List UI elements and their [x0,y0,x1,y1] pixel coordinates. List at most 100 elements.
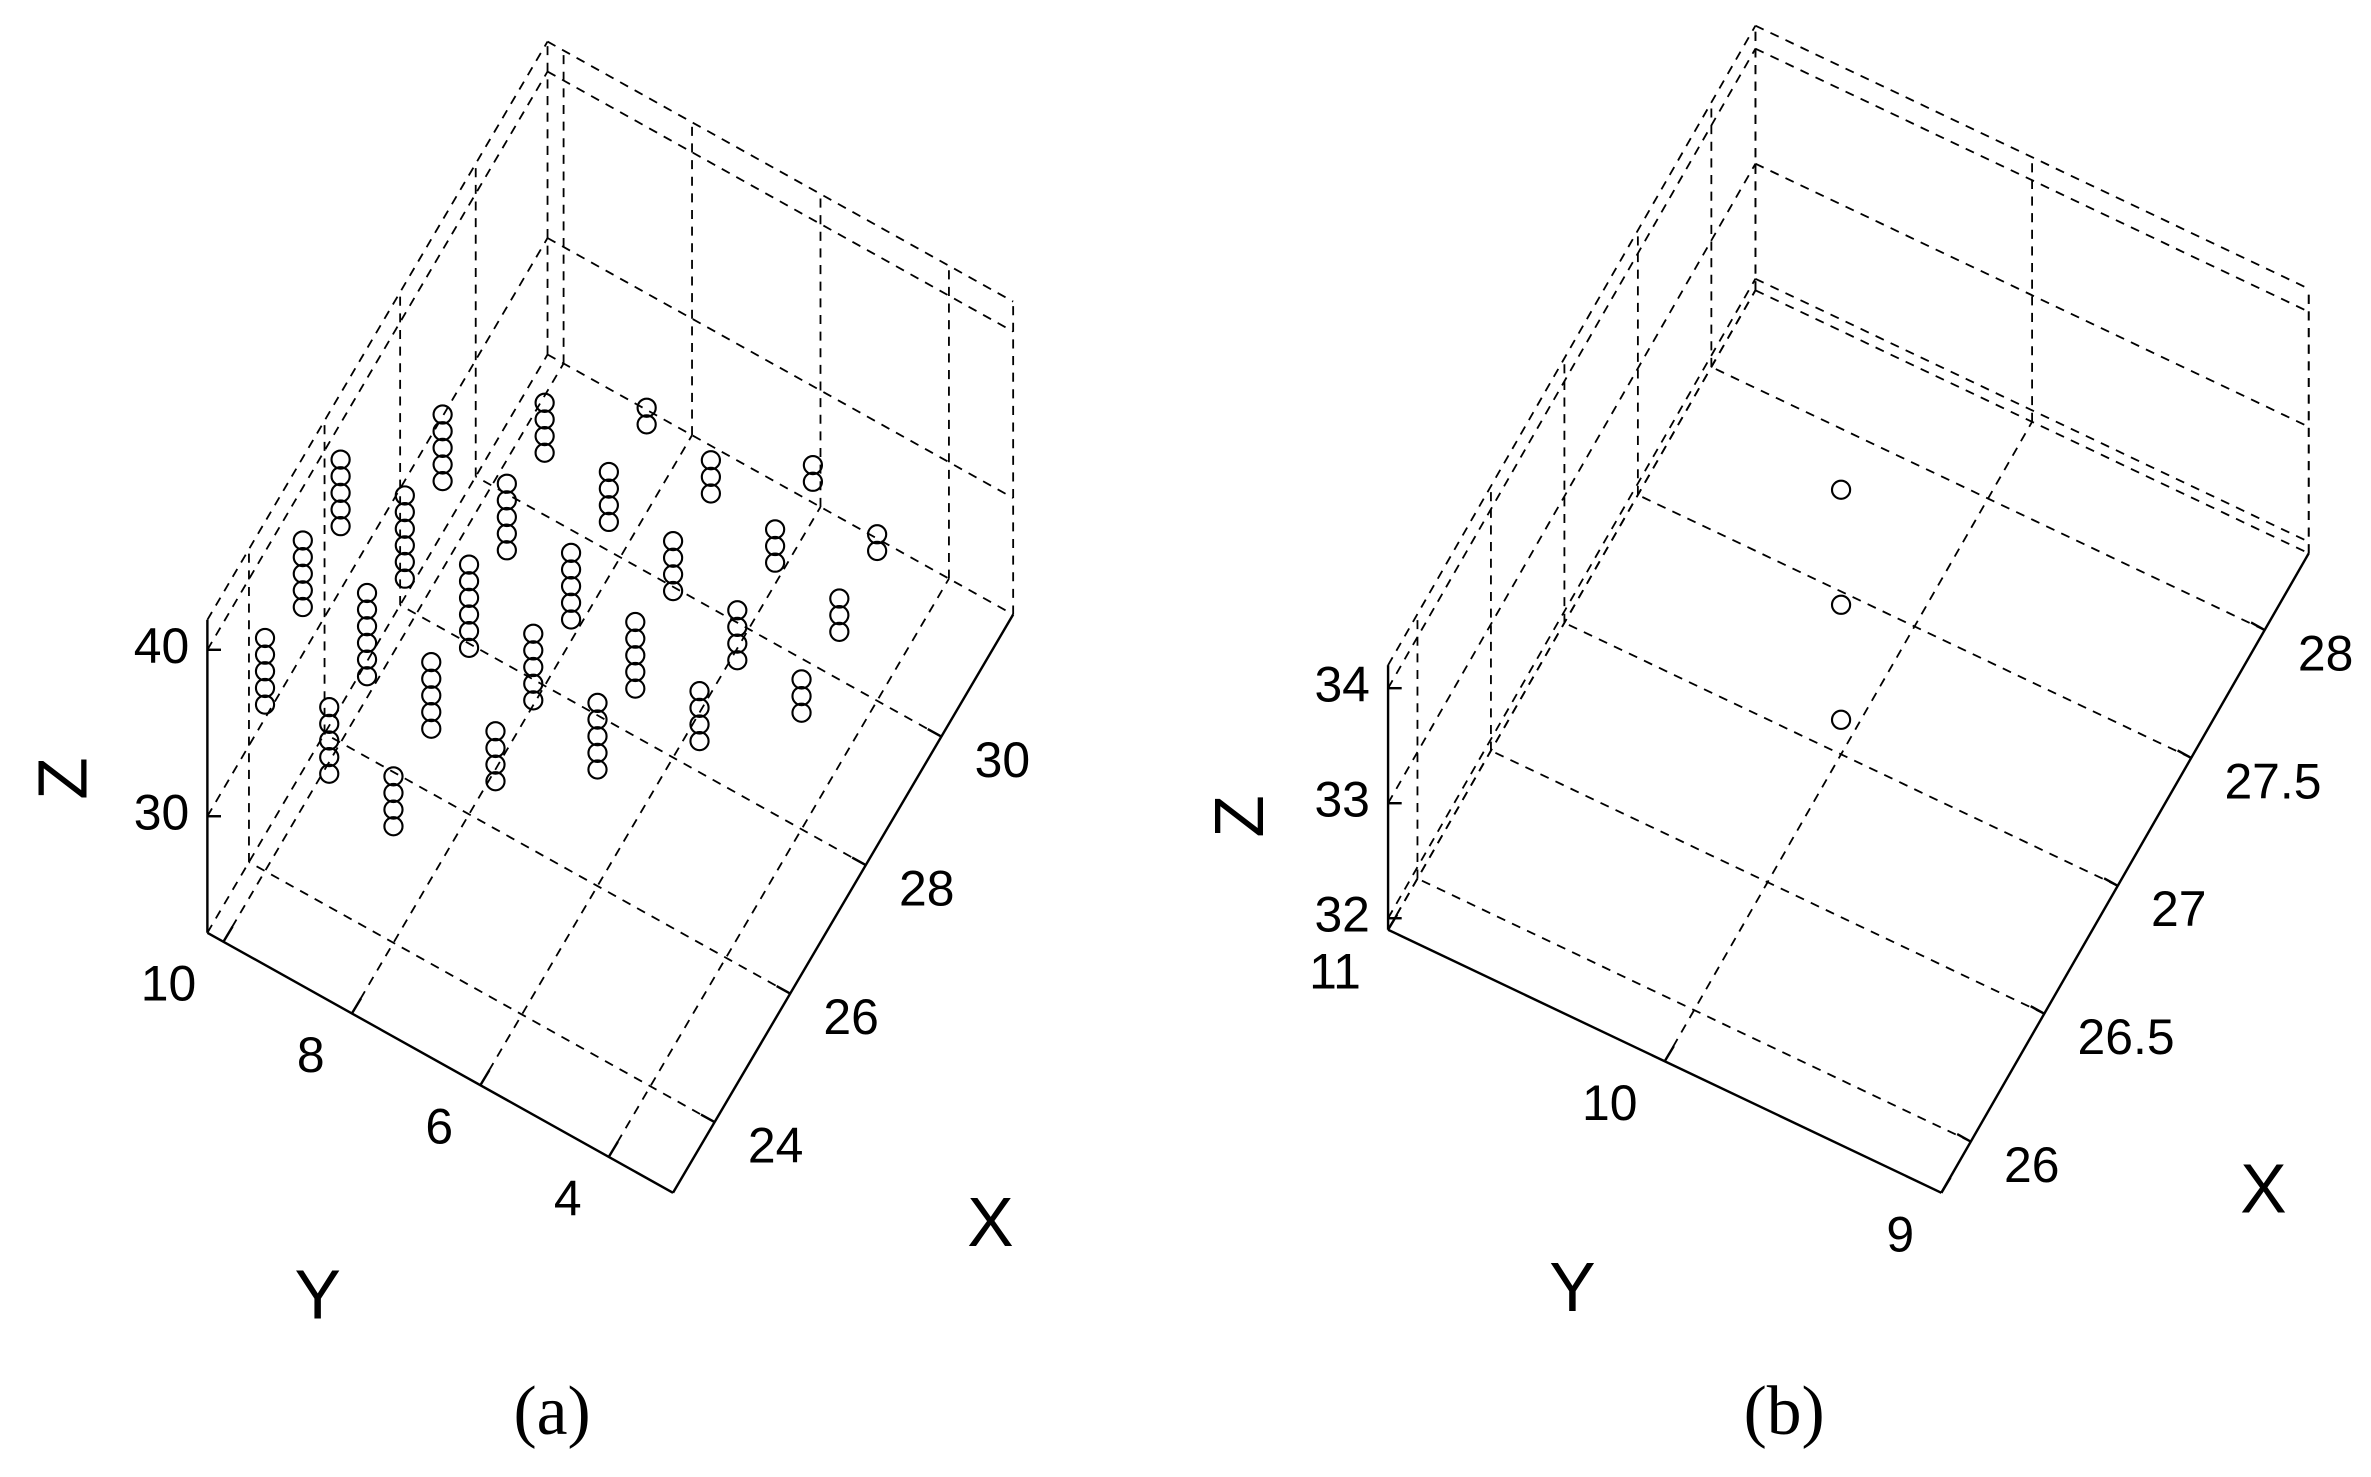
data-point [625,645,646,666]
x-tick [2103,877,2119,887]
x-tick [2176,749,2192,759]
data-point [662,547,684,568]
data-point [496,540,517,561]
data-point [802,471,824,492]
data-point [587,709,608,730]
y-tick [607,1141,619,1158]
data-point [458,604,480,625]
grid-line [324,732,791,995]
data-point [791,702,812,723]
panel: 24 26 28 30 4 6 8 10 30 40 Z Y X (a) [24,40,1030,1450]
data-point [496,490,517,511]
x-axis-title: X [967,1183,1013,1261]
data-point [254,694,276,715]
data-point [700,450,722,471]
data-point [598,461,619,483]
data-point [764,519,786,540]
data-point [330,499,351,520]
data-point [319,763,340,784]
x-tick-label: 26 [823,989,878,1045]
data-point [458,637,480,658]
data-point [254,627,276,649]
data-point [356,582,378,604]
data-point [421,701,442,723]
z-axis-title: Z [24,757,102,799]
data-point [254,661,276,682]
data-point [534,392,555,413]
grid-line [351,434,693,1014]
x-tick-label: 24 [748,1117,803,1173]
data-point [485,754,506,775]
data-point [292,596,313,618]
x-tick [700,1113,716,1124]
data-point [636,414,657,435]
x-tick-label: 27.5 [2224,753,2321,809]
data-point [689,714,710,735]
data-point [496,506,517,528]
data-point [394,485,415,506]
data-point [598,495,619,516]
grid-line [475,475,942,738]
data-point [394,568,415,589]
data-point [662,580,684,602]
data-point [383,799,404,820]
data-point [534,442,555,463]
data-point [560,592,582,613]
data-point [625,678,646,699]
data-point [421,718,442,739]
data-point [662,564,684,585]
data-point [727,600,748,621]
x-tick [851,856,867,867]
grid-line [1663,421,2033,1062]
data-point [689,681,710,702]
data-point [421,668,442,689]
x-tick [2030,1005,2045,1015]
data-point [534,425,555,447]
grid-line [547,70,1014,333]
data-point [421,652,442,673]
y-tick-label: 8 [297,1027,325,1083]
data-point [598,511,619,533]
y-tick-label: 9 [1886,1206,1914,1262]
data-point [292,580,313,601]
data-point [292,563,313,584]
y-tick-label: 4 [554,1170,582,1226]
z-tick-label: 40 [134,618,189,674]
data-point [560,609,582,630]
data-point [319,713,340,734]
data-point [458,587,480,609]
data-point [625,661,646,683]
data-point [727,650,748,671]
data-point [394,501,415,523]
x-tick-label: 28 [899,860,954,916]
grid-line [222,363,565,943]
grid-line [1417,877,1972,1143]
grid-line [248,861,716,1123]
data-point [330,516,351,537]
data-point [598,478,619,499]
data-point [689,730,710,752]
data-point [700,483,722,504]
data-point [764,552,786,573]
data-point [625,628,646,649]
x-axis-title: X [2240,1150,2286,1228]
data-point [560,559,582,580]
data-point [292,546,313,568]
x-tick-label: 26.5 [2078,1009,2175,1065]
grid-line [1755,162,2310,428]
data-point [485,771,506,792]
data-point [1830,709,1852,730]
grid-line [1387,278,1757,919]
data-point [319,730,340,751]
y-tick [350,997,362,1015]
data-point [587,742,608,763]
y-axis-title: Y [295,1255,341,1333]
data-point [432,421,453,442]
box-edge [547,353,1014,616]
grid-line [547,237,1014,499]
z-tick-label: 34 [1314,656,1369,712]
box-edge [1387,25,1757,666]
data-point [330,466,351,487]
data-point [485,721,506,742]
